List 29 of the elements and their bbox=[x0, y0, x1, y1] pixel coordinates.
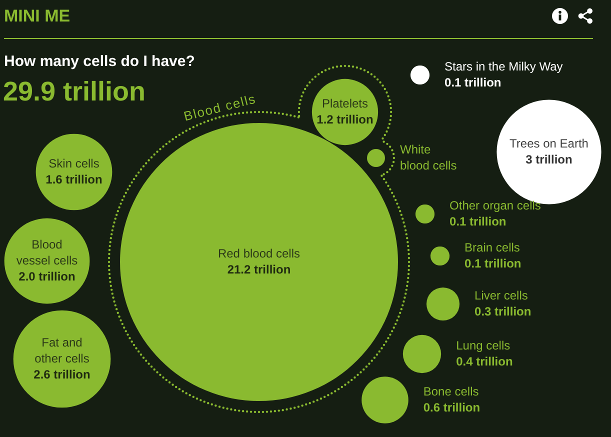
data-label: 2.0 trillion bbox=[18, 269, 76, 284]
category-label: Platelets bbox=[322, 96, 368, 110]
category-label: Brain cells bbox=[464, 240, 520, 254]
category-label: Liver cells bbox=[474, 288, 528, 302]
category-label: Trees on Earth bbox=[510, 136, 588, 150]
category-label: Skin cells bbox=[48, 156, 100, 170]
category-label: White blood cells bbox=[400, 142, 457, 172]
data-label: 0.3 trillion bbox=[474, 304, 532, 318]
category-label: Fat and other cells bbox=[34, 335, 90, 366]
category-label: Bone cells bbox=[423, 384, 479, 398]
text: MINI ME bbox=[4, 6, 70, 26]
category-label: Other organ cells bbox=[450, 198, 541, 212]
data-label: 0.1 trillion bbox=[444, 75, 502, 90]
data-label: 0.6 trillion bbox=[423, 400, 480, 414]
text: How many cells do I have? bbox=[4, 53, 195, 70]
text: Blood cells bbox=[182, 91, 258, 124]
data-label: 0.1 trillion bbox=[464, 256, 522, 270]
category-label: Red blood cells bbox=[218, 246, 300, 260]
data-label: 3 trillion bbox=[526, 152, 572, 166]
data-label: 1.6 trillion bbox=[46, 172, 102, 186]
category-label: Blood vessel cells bbox=[16, 237, 78, 268]
data-label: 0.1 trillion bbox=[450, 214, 506, 228]
data-label: 0.4 trillion bbox=[456, 354, 513, 368]
data-label: 21.2 trillion bbox=[227, 262, 291, 276]
data-label: 2.6 trillion bbox=[34, 367, 90, 382]
category-label: Lung cells bbox=[456, 338, 510, 352]
data-label: 1.2 trillion bbox=[316, 112, 374, 126]
text: 29.9 trillion bbox=[3, 76, 146, 106]
category-label: Stars in the Milky Way bbox=[444, 59, 563, 74]
